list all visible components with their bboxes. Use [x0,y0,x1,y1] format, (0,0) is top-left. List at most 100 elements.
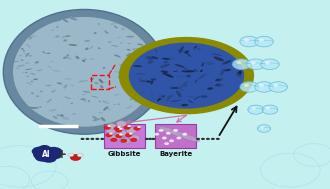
Circle shape [211,138,215,140]
Circle shape [240,36,258,47]
Circle shape [125,133,132,137]
Ellipse shape [125,70,130,73]
Circle shape [35,153,50,162]
Ellipse shape [186,96,197,98]
Circle shape [240,82,258,92]
Ellipse shape [31,81,33,82]
Ellipse shape [82,60,85,62]
Circle shape [177,137,181,139]
Ellipse shape [114,26,118,28]
Circle shape [68,153,74,156]
Ellipse shape [155,68,157,70]
Circle shape [108,125,111,127]
Ellipse shape [211,53,222,56]
Ellipse shape [163,73,174,78]
Ellipse shape [130,82,136,84]
Ellipse shape [15,67,20,69]
Ellipse shape [104,31,109,34]
Ellipse shape [122,76,128,78]
Ellipse shape [176,86,184,91]
Ellipse shape [29,107,37,109]
Ellipse shape [133,74,136,77]
Ellipse shape [170,130,189,138]
Circle shape [115,134,122,138]
Ellipse shape [126,71,128,73]
Ellipse shape [164,61,168,64]
Ellipse shape [71,103,73,104]
Circle shape [114,127,120,130]
Ellipse shape [133,65,142,67]
Ellipse shape [157,95,165,101]
Circle shape [106,133,112,137]
Ellipse shape [47,99,52,103]
Ellipse shape [202,62,204,67]
Ellipse shape [35,107,39,108]
Circle shape [247,59,265,70]
Ellipse shape [13,61,19,62]
Ellipse shape [137,59,142,62]
Ellipse shape [46,53,50,54]
Ellipse shape [119,71,123,72]
Circle shape [164,142,169,145]
Ellipse shape [103,102,110,104]
Ellipse shape [103,101,105,102]
Circle shape [162,137,167,139]
Ellipse shape [111,45,118,47]
Ellipse shape [92,116,97,119]
Ellipse shape [234,63,240,69]
Ellipse shape [121,28,125,30]
Ellipse shape [63,84,68,89]
Circle shape [129,135,140,141]
Ellipse shape [155,50,157,52]
Circle shape [182,133,187,136]
Circle shape [106,127,117,133]
Ellipse shape [126,36,134,38]
Ellipse shape [51,90,56,93]
Circle shape [49,152,62,159]
Ellipse shape [103,106,109,111]
Circle shape [269,82,287,92]
Ellipse shape [43,52,45,53]
Ellipse shape [84,100,87,102]
Circle shape [120,139,127,143]
Circle shape [119,134,122,136]
Ellipse shape [114,94,119,96]
Circle shape [77,153,83,157]
Ellipse shape [29,55,32,57]
Circle shape [41,154,57,163]
Ellipse shape [115,54,121,58]
Ellipse shape [126,106,132,109]
Ellipse shape [16,65,25,67]
Ellipse shape [135,72,143,74]
Ellipse shape [60,115,63,116]
Ellipse shape [100,85,103,88]
Ellipse shape [76,56,79,59]
Ellipse shape [82,94,86,95]
Circle shape [265,61,270,64]
Ellipse shape [146,80,151,83]
Ellipse shape [56,115,59,117]
Ellipse shape [25,72,27,73]
Circle shape [127,125,131,127]
Ellipse shape [26,43,31,48]
Circle shape [111,138,117,142]
Ellipse shape [72,113,76,115]
Ellipse shape [63,39,67,42]
Ellipse shape [61,36,70,37]
Circle shape [129,43,244,109]
Ellipse shape [70,16,72,18]
Circle shape [33,146,59,162]
Ellipse shape [29,37,32,38]
Ellipse shape [63,57,68,59]
Ellipse shape [207,87,213,90]
Circle shape [126,127,137,133]
Ellipse shape [21,48,24,50]
Ellipse shape [128,43,131,44]
Ellipse shape [106,101,108,102]
Circle shape [32,146,49,156]
Ellipse shape [181,134,200,142]
Ellipse shape [19,55,21,56]
Ellipse shape [194,46,197,49]
Ellipse shape [137,68,141,71]
Circle shape [100,138,104,140]
